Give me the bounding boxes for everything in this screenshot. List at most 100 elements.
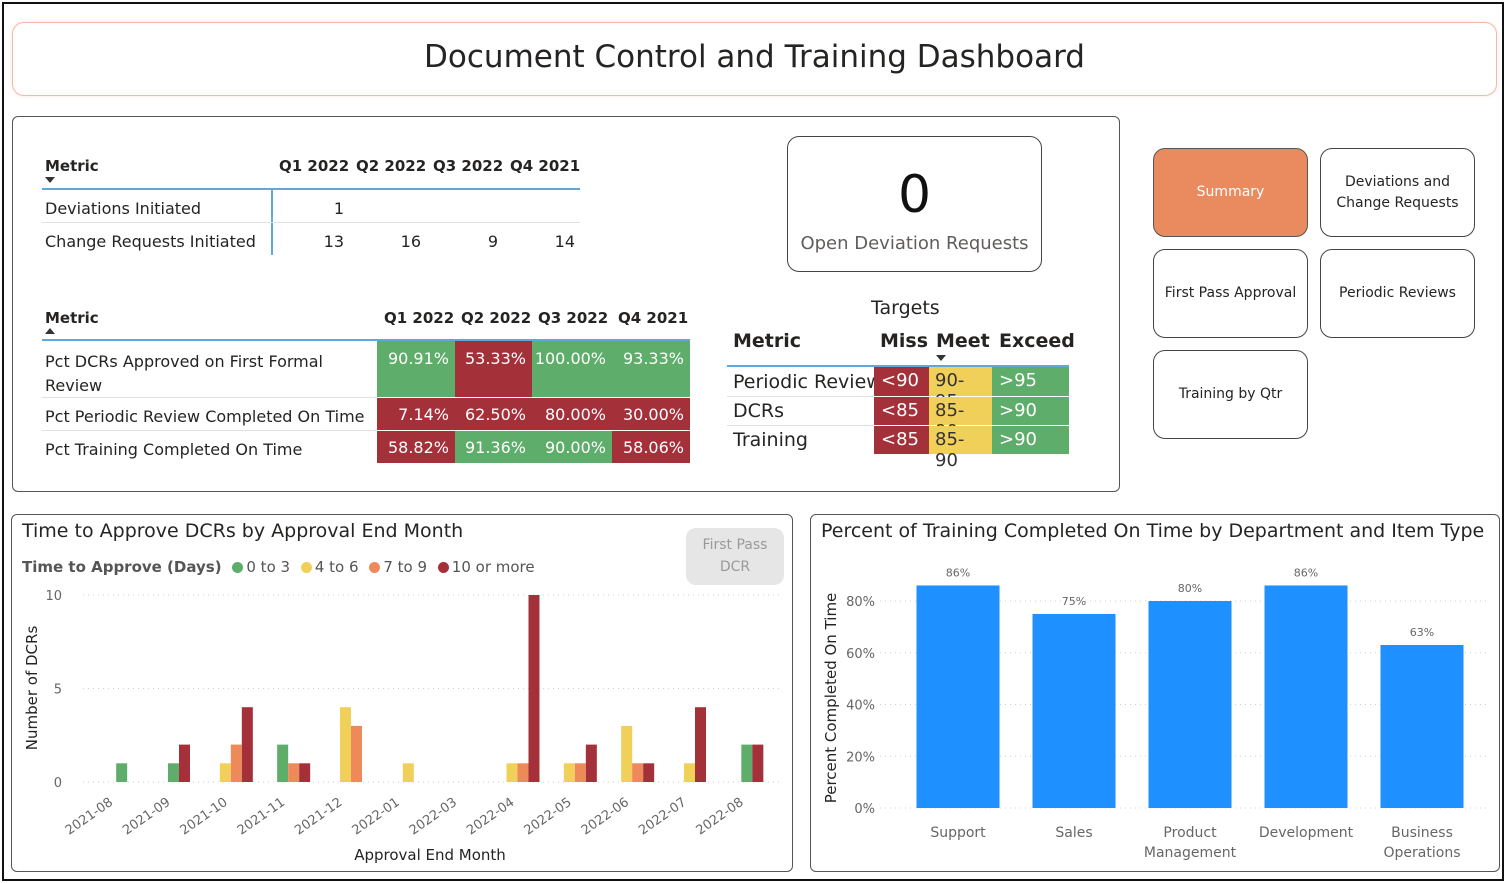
- bar: [299, 763, 311, 782]
- targets-col-miss[interactable]: Miss: [880, 330, 929, 352]
- table1-col-2[interactable]: Q3 2022: [433, 157, 504, 175]
- targets-col-exceed[interactable]: Exceed: [999, 330, 1075, 352]
- sort-asc-icon[interactable]: [45, 328, 55, 334]
- bar: [563, 763, 575, 782]
- x-tick-label: 2022-05: [522, 795, 575, 838]
- open-deviation-card: 0 Open Deviation Requests: [787, 136, 1042, 272]
- x-tick-label: Sales: [1055, 825, 1092, 841]
- table1-col-0[interactable]: Q1 2022: [279, 157, 350, 175]
- heat-cell: 7.14%: [377, 398, 455, 430]
- dcr-chart-panel: [11, 514, 793, 872]
- summary-button[interactable]: Summary: [1153, 148, 1308, 237]
- bar: [506, 763, 518, 782]
- legend-item[interactable]: 10 or more: [437, 558, 535, 576]
- legend-item[interactable]: 0 to 3: [232, 558, 290, 576]
- targets-header-metric[interactable]: Metric: [733, 330, 802, 352]
- legend-title: Time to Approve (Days): [22, 558, 222, 576]
- legend-item[interactable]: 7 to 9: [369, 558, 427, 576]
- heat-cell: 85-90: [929, 397, 992, 442]
- first-pass-dcr-button[interactable]: First Pass DCR: [686, 528, 784, 585]
- table1-header-metric[interactable]: Metric: [45, 157, 99, 175]
- table-row-label: Pct DCRs Approved on First Formal Review: [45, 352, 323, 395]
- legend-item[interactable]: 4 to 6: [300, 558, 359, 576]
- table2-col-0[interactable]: Q1 2022: [384, 309, 455, 327]
- table1-col-1[interactable]: Q2 2022: [356, 157, 427, 175]
- bar: [351, 725, 362, 782]
- heat-cell: 62.50%: [455, 398, 532, 430]
- sort-desc-icon[interactable]: [45, 177, 55, 183]
- heat-cell: 53.33%: [455, 341, 532, 397]
- deviations-button[interactable]: Deviations and Change Requests: [1320, 148, 1475, 237]
- periodic-reviews-button[interactable]: Periodic Reviews: [1320, 249, 1475, 338]
- table2-col-1[interactable]: Q2 2022: [461, 309, 532, 327]
- metrics-panel: [12, 116, 1120, 492]
- heat-cell: >90: [992, 397, 1069, 425]
- bar: [684, 763, 695, 782]
- heat-cell: 58.82%: [377, 431, 455, 463]
- x-tick-label: 2022-08: [694, 795, 747, 838]
- y-tick-label: 20%: [846, 750, 875, 765]
- bar: [741, 744, 753, 782]
- first-pass-approval-button[interactable]: First Pass Approval: [1153, 249, 1308, 338]
- bar: [1032, 613, 1116, 808]
- x-tick-label: 2021-09: [120, 795, 173, 838]
- y-tick-label: 80%: [846, 595, 875, 610]
- targets-title: Targets: [871, 297, 940, 319]
- bar: [219, 763, 231, 782]
- heat-cell: 85-90: [929, 426, 992, 471]
- bar: [1264, 585, 1348, 808]
- table-row-label: Pct Training Completed On Time: [45, 440, 303, 459]
- heat-cell: <85: [874, 426, 929, 454]
- heat-cell: <90: [874, 367, 929, 396]
- heat-cell: >90: [992, 426, 1069, 454]
- kpi-label: Open Deviation Requests: [800, 233, 1029, 254]
- y-tick-label: 0: [54, 776, 62, 791]
- x-tick-label: 2022-03: [407, 795, 460, 838]
- x-tick-label: 2021-12: [292, 795, 345, 838]
- legend-dot-icon: [369, 562, 381, 573]
- data-label: 63%: [1410, 626, 1434, 639]
- data-label: 75%: [1062, 595, 1086, 608]
- training-chart-panel: [810, 514, 1500, 872]
- table-row-label: DCRs: [733, 400, 784, 422]
- bar: [632, 763, 644, 782]
- table-row-label: Periodic Review: [733, 371, 882, 393]
- table-cell: 9: [487, 232, 498, 251]
- bar: [695, 707, 706, 782]
- x-tick-label: Product: [1163, 825, 1217, 841]
- heat-cell: 100.00%: [532, 341, 612, 397]
- x-tick-label: 2022-06: [579, 795, 632, 838]
- heat-cell: 90-95: [929, 367, 992, 412]
- legend-dot-icon: [232, 562, 244, 573]
- table2-header-metric[interactable]: Metric: [45, 309, 99, 327]
- heat-cell: 58.06%: [612, 431, 690, 463]
- y-axis-title: Number of DCRs: [23, 626, 41, 751]
- x-tick-label: 2022-01: [350, 795, 403, 838]
- training-chart: 0% 20% 40% 60% 80% 86% Support 75% Sales 80% Produ…: [822, 566, 1490, 861]
- table2-row-rule: [42, 397, 377, 398]
- first-pass-dcr-label: First Pass DCR: [702, 537, 768, 575]
- y-tick-label: 60%: [846, 647, 875, 662]
- bar: [116, 763, 128, 782]
- bar: [230, 744, 242, 782]
- data-label: 80%: [1178, 582, 1202, 595]
- training-chart-title: Percent of Training Completed On Time by…: [821, 520, 1485, 542]
- y-axis-title: Percent Completed On Time: [822, 593, 840, 804]
- targets-col-meet[interactable]: Meet: [936, 330, 990, 352]
- table2-col-3[interactable]: Q4 2021: [618, 309, 689, 327]
- y-tick-label: 5: [54, 683, 62, 698]
- table1-col-3[interactable]: Q4 2021: [510, 157, 581, 175]
- bar: [1148, 601, 1232, 808]
- targets-header-rule: [727, 365, 1069, 367]
- training-by-qtr-button[interactable]: Training by Qtr: [1153, 350, 1308, 439]
- table2-header-rule: [42, 339, 690, 341]
- bar: [643, 763, 655, 782]
- table2-col-2[interactable]: Q3 2022: [538, 309, 609, 327]
- bar: [621, 725, 633, 782]
- bar: [277, 744, 289, 782]
- bar: [528, 595, 540, 782]
- sort-desc-icon[interactable]: [936, 355, 946, 361]
- bar: [1380, 644, 1464, 808]
- y-tick-label: 10: [45, 589, 62, 604]
